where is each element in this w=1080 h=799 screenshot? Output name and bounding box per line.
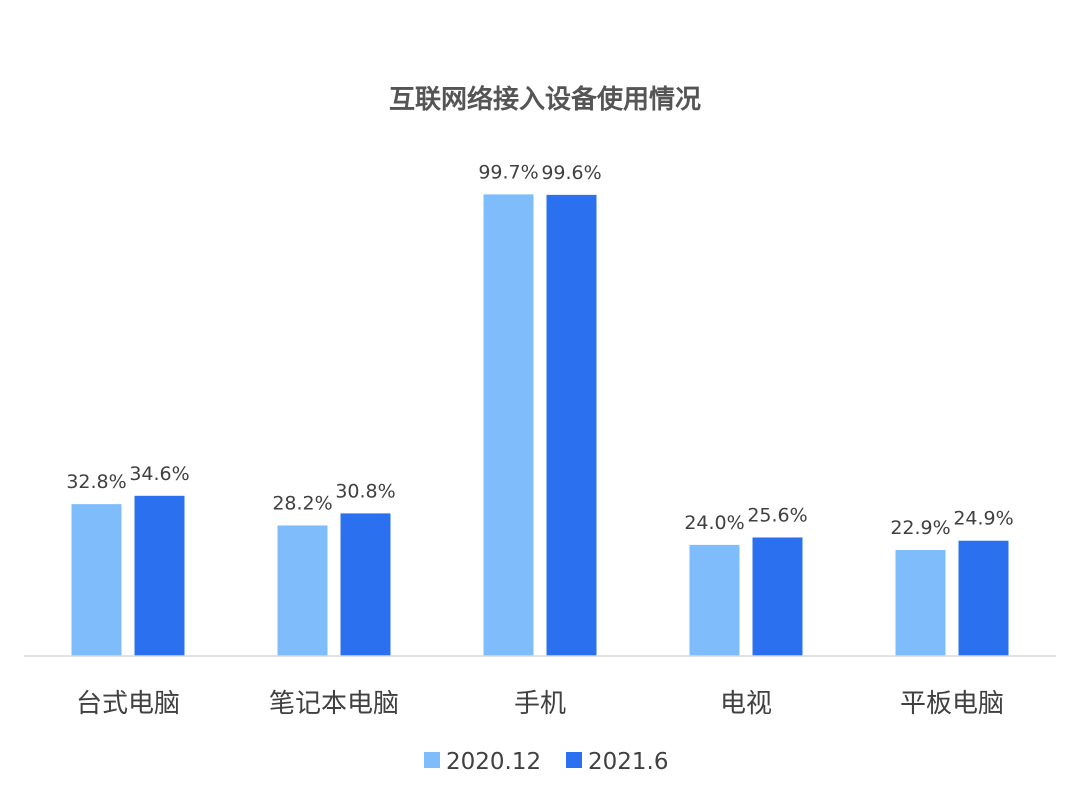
legend: 2020.12 2021.6 xyxy=(424,749,668,775)
data-label: 24.9% xyxy=(953,508,1013,530)
data-labels-group: 32.8% 34.6% 28.2%30.8% 99.7% 99.6% 24.0% 25.6%… xyxy=(66,161,1013,539)
legend-label: 2020.12 xyxy=(446,749,541,775)
category-labels-group: 台式电脑 笔记本电脑 手机 电视 平板电脑 xyxy=(76,689,1004,719)
data-label: 22.9% xyxy=(890,517,950,539)
data-label: 99.6% xyxy=(541,162,601,184)
data-label: 30.8% xyxy=(335,480,395,502)
data-label: 99.7% xyxy=(478,161,538,183)
category-label: 手机 xyxy=(514,689,566,719)
category-label: 电视 xyxy=(720,689,772,719)
bar-series2 xyxy=(340,513,391,656)
legend-swatch xyxy=(566,752,582,768)
bar-series2 xyxy=(958,540,1009,656)
data-label: 24.0% xyxy=(684,512,744,534)
category-label: 平板电脑 xyxy=(900,689,1004,719)
bar-series2 xyxy=(752,537,803,656)
bars-group xyxy=(71,194,1009,657)
bar-series1 xyxy=(895,549,946,656)
category-label: 台式电脑 xyxy=(76,689,180,719)
category-label: 笔记本电脑 xyxy=(269,689,399,719)
bar-series1 xyxy=(483,194,534,656)
bar-series2 xyxy=(546,194,597,657)
bar-series1 xyxy=(277,525,328,656)
bar-series2 xyxy=(134,495,185,656)
bar-series1 xyxy=(71,504,122,656)
legend-swatch xyxy=(424,752,440,768)
bar-series1 xyxy=(689,544,740,656)
data-label: 34.6% xyxy=(129,463,189,485)
legend-label: 2021.6 xyxy=(588,749,668,775)
data-label: 25.6% xyxy=(747,504,807,526)
data-label: 32.8% xyxy=(66,471,126,493)
data-label: 28.2% xyxy=(272,492,332,514)
chart-title: 互联网络接入设备使用情况 xyxy=(389,84,701,115)
